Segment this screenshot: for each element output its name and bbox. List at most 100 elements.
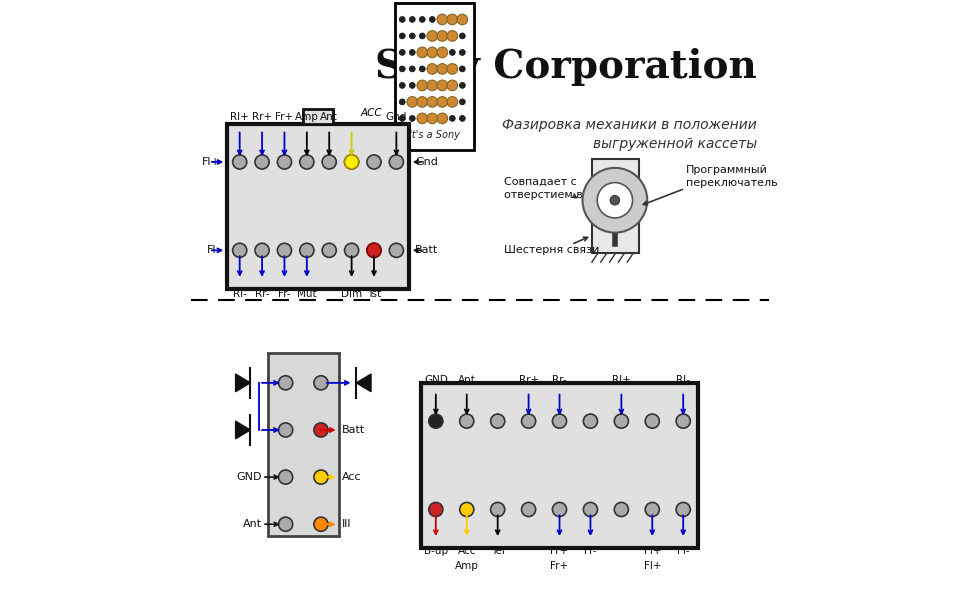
Circle shape xyxy=(420,33,425,39)
Circle shape xyxy=(390,155,403,169)
Circle shape xyxy=(278,470,293,484)
Circle shape xyxy=(399,66,405,72)
Circle shape xyxy=(278,376,293,390)
Circle shape xyxy=(409,82,416,88)
Circle shape xyxy=(676,414,690,428)
FancyBboxPatch shape xyxy=(227,124,409,289)
Circle shape xyxy=(447,80,458,91)
Text: Ant: Ant xyxy=(321,112,338,122)
Text: Rr-: Rr- xyxy=(552,375,566,385)
Circle shape xyxy=(437,31,447,41)
Text: Tst: Tst xyxy=(367,289,381,299)
Text: Amp: Amp xyxy=(455,561,479,571)
Circle shape xyxy=(367,155,381,169)
Circle shape xyxy=(491,502,505,517)
Text: Rr+: Rr+ xyxy=(518,375,539,385)
Circle shape xyxy=(460,99,466,105)
Text: Gnd: Gnd xyxy=(386,112,407,122)
Circle shape xyxy=(314,470,328,484)
Circle shape xyxy=(437,80,447,91)
Text: Mut: Mut xyxy=(297,289,317,299)
Circle shape xyxy=(314,376,328,390)
Circle shape xyxy=(447,31,458,41)
Circle shape xyxy=(399,99,405,105)
Circle shape xyxy=(447,14,458,25)
Circle shape xyxy=(300,243,314,257)
Text: Rl-: Rl- xyxy=(676,375,690,385)
Circle shape xyxy=(437,14,447,25)
Circle shape xyxy=(460,49,466,55)
Text: Fl+: Fl+ xyxy=(202,157,221,167)
Text: Acc: Acc xyxy=(342,472,361,482)
Text: Fr-: Fr- xyxy=(278,289,291,299)
Circle shape xyxy=(437,113,447,124)
Circle shape xyxy=(345,155,359,169)
Circle shape xyxy=(417,113,427,124)
Circle shape xyxy=(417,97,427,107)
Text: Fr+: Fr+ xyxy=(550,561,568,571)
Circle shape xyxy=(521,414,536,428)
Circle shape xyxy=(420,16,425,22)
Text: GND: GND xyxy=(236,472,262,482)
Text: Rr-: Rr- xyxy=(254,289,270,299)
Text: It's a Sony: It's a Sony xyxy=(409,130,460,140)
Circle shape xyxy=(399,49,405,55)
Circle shape xyxy=(409,49,416,55)
Text: Rr+: Rr+ xyxy=(252,112,272,122)
Circle shape xyxy=(278,517,293,531)
Circle shape xyxy=(409,33,416,39)
Text: Совпадает с
отверстием в станине: Совпадает с отверстием в станине xyxy=(504,177,634,200)
Text: Фазировка механики в положении
выгруженной кассеты: Фазировка механики в положении выгруженн… xyxy=(502,118,756,151)
Text: Acc: Acc xyxy=(458,546,476,556)
Circle shape xyxy=(323,243,336,257)
Circle shape xyxy=(420,66,425,72)
Bar xyxy=(395,3,474,150)
Circle shape xyxy=(460,115,466,121)
Circle shape xyxy=(491,414,505,428)
Circle shape xyxy=(449,49,455,55)
Circle shape xyxy=(645,414,660,428)
Text: Batt: Batt xyxy=(342,425,365,435)
Text: Шестерня связи: Шестерня связи xyxy=(504,246,599,255)
Circle shape xyxy=(367,243,381,257)
Circle shape xyxy=(427,80,438,91)
Text: Ill: Ill xyxy=(342,519,351,529)
Circle shape xyxy=(255,243,269,257)
Circle shape xyxy=(427,113,438,124)
Circle shape xyxy=(437,97,447,107)
Circle shape xyxy=(399,82,405,88)
Circle shape xyxy=(409,66,416,72)
Circle shape xyxy=(645,502,660,517)
Circle shape xyxy=(676,502,690,517)
Circle shape xyxy=(232,155,247,169)
Circle shape xyxy=(367,243,381,257)
Text: Fl-: Fl- xyxy=(677,546,689,556)
Circle shape xyxy=(521,502,536,517)
Circle shape xyxy=(429,414,443,428)
Circle shape xyxy=(614,502,629,517)
Text: ACC: ACC xyxy=(360,108,382,118)
Circle shape xyxy=(447,97,458,107)
Circle shape xyxy=(232,243,247,257)
Text: Fl+: Fl+ xyxy=(643,561,661,571)
Text: Fr-: Fr- xyxy=(584,546,597,556)
Circle shape xyxy=(552,502,566,517)
Circle shape xyxy=(409,16,416,22)
Circle shape xyxy=(399,16,405,22)
Circle shape xyxy=(437,47,447,58)
Circle shape xyxy=(399,33,405,39)
Circle shape xyxy=(583,168,647,233)
Circle shape xyxy=(277,155,292,169)
Circle shape xyxy=(429,16,435,22)
Bar xyxy=(592,159,639,253)
Text: Ant: Ant xyxy=(458,375,476,385)
Text: Gnd: Gnd xyxy=(416,157,438,167)
Circle shape xyxy=(584,502,597,517)
Bar xyxy=(268,353,339,536)
Circle shape xyxy=(407,97,418,107)
Text: Amp: Amp xyxy=(295,112,319,122)
Circle shape xyxy=(390,243,403,257)
Circle shape xyxy=(460,66,466,72)
Text: Rl-: Rl- xyxy=(232,289,247,299)
FancyBboxPatch shape xyxy=(421,383,698,548)
